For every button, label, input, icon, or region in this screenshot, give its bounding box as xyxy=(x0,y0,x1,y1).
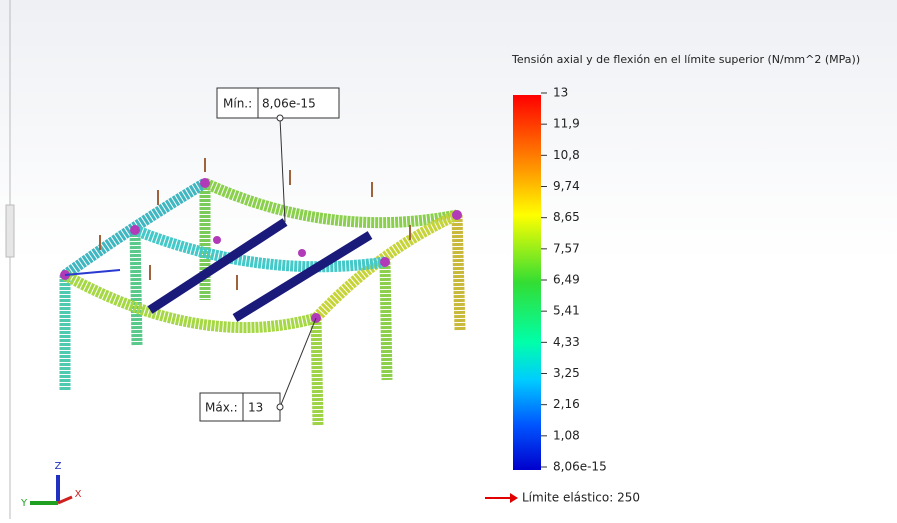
legend-tick-label: 9,74 xyxy=(553,179,580,193)
legend-tick-label: 10,8 xyxy=(553,148,580,162)
max-label: Máx.: xyxy=(205,401,238,415)
anchor xyxy=(277,115,283,121)
legend-tick-label: 7,57 xyxy=(553,241,580,255)
legend-tick-label: 8,65 xyxy=(553,210,580,224)
legend-tick-label: 2,16 xyxy=(553,397,580,411)
legend-tick-label: 11,9 xyxy=(553,117,580,131)
legend-tick-label: 6,49 xyxy=(553,273,580,287)
max-value: 13 xyxy=(248,401,263,415)
legend-tick-label: 8,06e-15 xyxy=(553,460,607,474)
legend-title: Tensión axial y de flexión en el límite … xyxy=(511,53,860,66)
color-bar xyxy=(513,95,541,470)
axis-y-label: Y xyxy=(20,498,28,509)
legend-tick-label: 1,08 xyxy=(553,428,580,442)
anchor xyxy=(277,404,283,410)
page: Mín.: 8,06e-15 Máx.: 13 Tensión axial y … xyxy=(0,0,897,523)
min-value: 8,06e-15 xyxy=(262,97,316,111)
legend-tick-label: 4,33 xyxy=(553,335,580,349)
yield-limit: Límite elástico: 250 xyxy=(522,491,640,505)
axis-z-label: Z xyxy=(55,461,62,472)
panel-tab[interactable] xyxy=(6,205,14,257)
min-label: Mín.: xyxy=(223,97,252,111)
viewport: Mín.: 8,06e-15 Máx.: 13 Tensión axial y … xyxy=(0,0,897,519)
post xyxy=(316,318,318,425)
axis-x-label: X xyxy=(75,489,82,500)
legend-tick-label: 13 xyxy=(553,86,568,100)
post xyxy=(457,215,460,330)
legend-tick-label: 5,41 xyxy=(553,304,580,318)
post xyxy=(135,230,137,345)
legend-tick-label: 3,25 xyxy=(553,366,580,380)
